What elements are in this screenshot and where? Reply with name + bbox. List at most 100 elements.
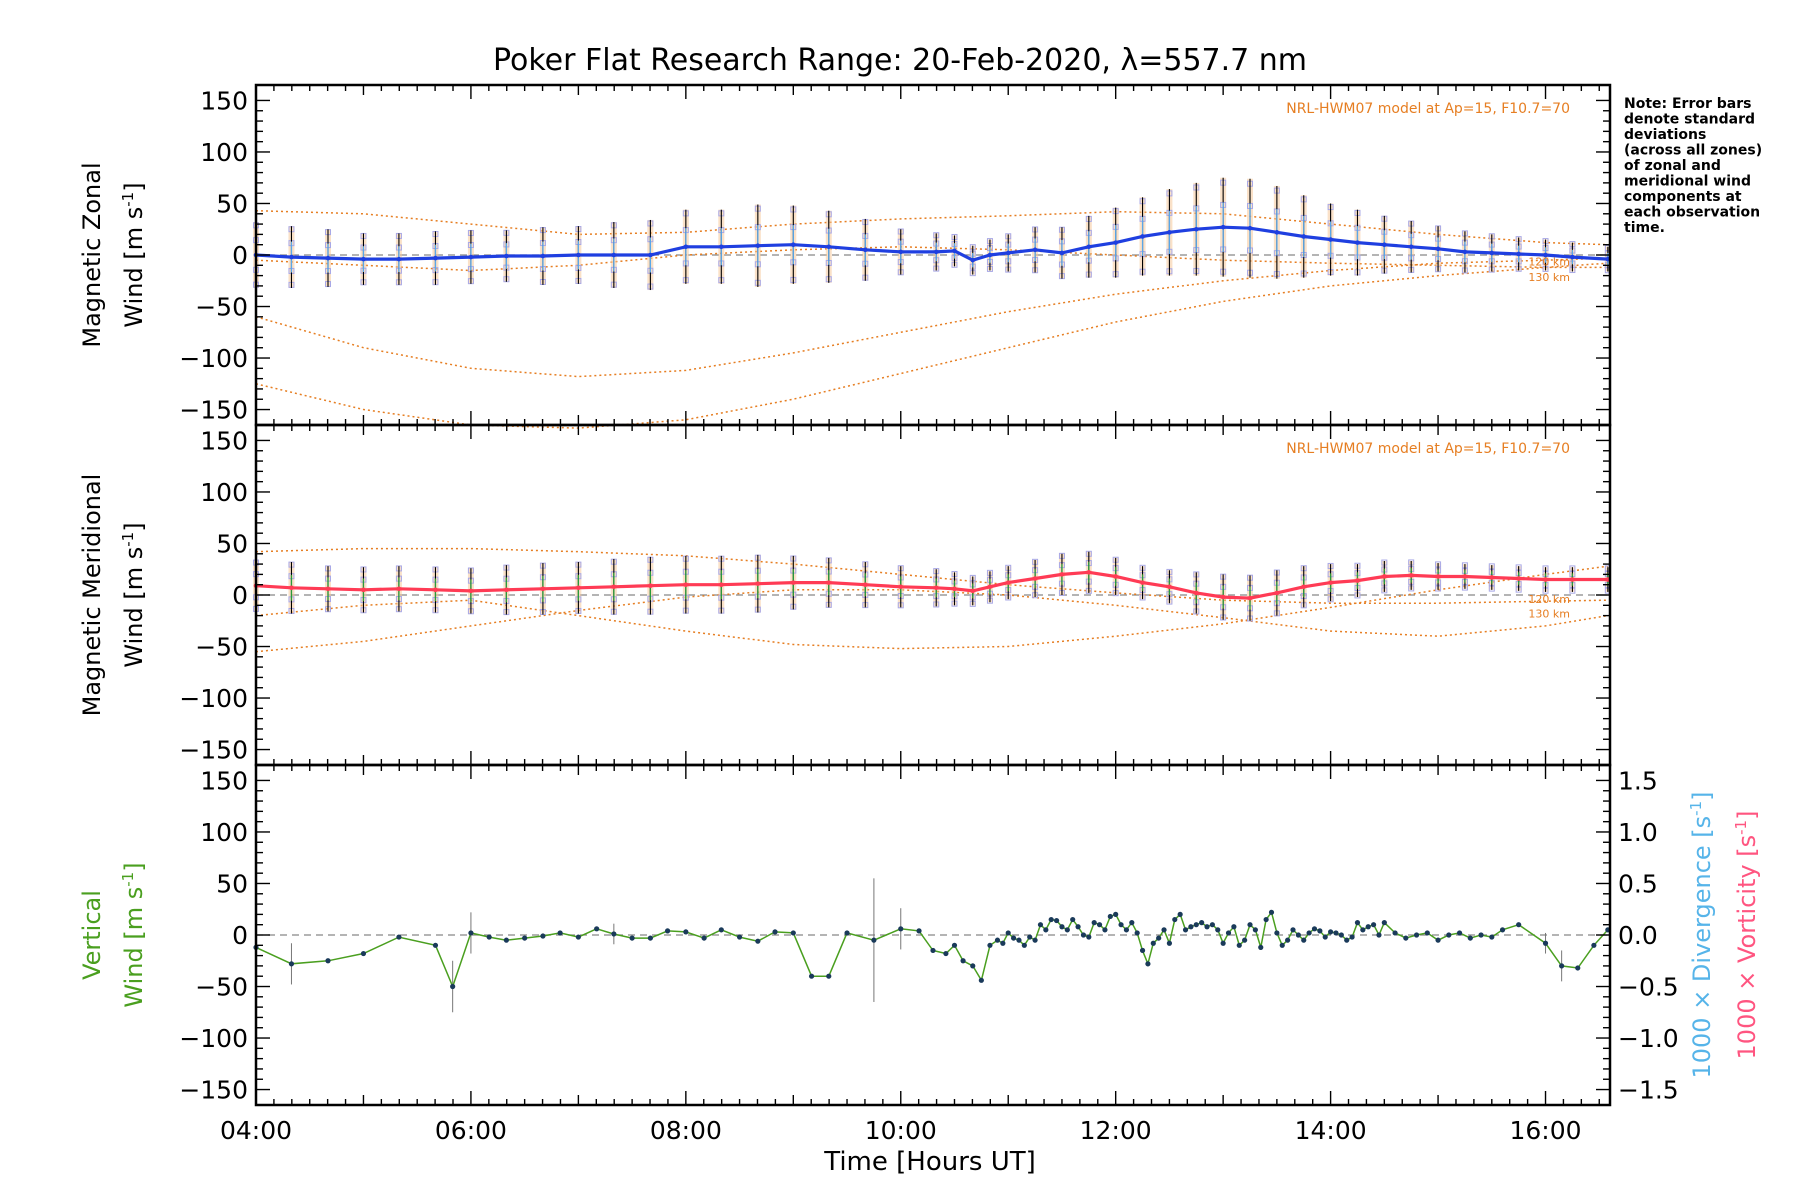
x-tick-label: 10:00 <box>865 1116 937 1145</box>
data-point <box>1113 240 1118 245</box>
data-point <box>288 961 295 967</box>
x-tick-label: 16:00 <box>1510 1116 1582 1145</box>
data-point <box>1559 963 1565 969</box>
data-point <box>1403 935 1409 941</box>
data-point <box>1021 942 1027 948</box>
alt-label-120: 120 km <box>1528 255 1570 268</box>
data-point <box>1306 930 1312 936</box>
y-tick-label: 150 <box>200 766 248 795</box>
data-point <box>468 254 474 260</box>
data-point <box>576 252 581 258</box>
zonal-panel: NRL-HWM07 model at Ap=15, F10.7=70 120 km… <box>179 83 1612 429</box>
data-point <box>1328 580 1333 585</box>
data-point <box>1489 934 1495 940</box>
data-point <box>943 950 949 957</box>
data-point <box>1070 916 1076 923</box>
data-point <box>1059 572 1065 577</box>
data-point <box>1543 577 1548 582</box>
y-tick-label: 150 <box>200 86 248 115</box>
data-point <box>1182 927 1189 933</box>
vorticity-ylabel: 1000 × Vorticity [s-1] <box>1732 811 1761 1060</box>
data-point <box>844 930 850 936</box>
y2-tick-label: −1.0 <box>1618 1024 1679 1053</box>
data-point <box>1317 928 1323 934</box>
data-point <box>1134 930 1140 936</box>
note-line: components at <box>1624 189 1742 205</box>
data-point <box>683 929 689 935</box>
data-point <box>396 586 402 592</box>
data-point <box>1177 911 1183 917</box>
data-point <box>1274 590 1280 596</box>
data-point <box>755 938 761 944</box>
data-point <box>1193 226 1199 232</box>
y2-tick-label: −1.5 <box>1618 1076 1679 1105</box>
y2-tick-label: 1.5 <box>1618 766 1658 795</box>
vorticity-ylabel-line: 1000 × Vorticity [s-1] <box>1732 811 1761 1060</box>
zonal-ylabel-text: Wind [m s <box>120 207 148 328</box>
data-point <box>1328 237 1333 242</box>
data-point <box>1188 924 1194 930</box>
data-point <box>504 253 509 259</box>
data-point <box>1301 234 1307 239</box>
data-point <box>1322 934 1328 940</box>
data-point <box>1591 942 1597 948</box>
data-point <box>1274 230 1280 235</box>
y-tick-label: 100 <box>200 478 248 507</box>
data-point <box>1193 922 1199 928</box>
data-point <box>1166 940 1173 946</box>
meridional-ylabel-close: ] <box>120 522 148 531</box>
data-point <box>664 928 671 934</box>
data-point <box>1413 932 1420 938</box>
meridional-ylabel: Magnetic Meridional Wind [m s-1] <box>78 474 148 717</box>
y2-tick-label: −0.5 <box>1618 973 1679 1002</box>
data-point <box>1064 927 1070 933</box>
data-point <box>930 947 936 954</box>
note-line: Note: Error bars <box>1624 96 1751 112</box>
data-point <box>468 930 474 936</box>
data-point <box>871 937 877 943</box>
data-point <box>1059 250 1065 256</box>
data-point <box>719 244 724 250</box>
data-point <box>1295 932 1301 938</box>
y-tick-label: −50 <box>195 633 248 662</box>
model-curve-model-low <box>255 262 1608 429</box>
note-line: deviations <box>1624 127 1706 143</box>
y-tick-label: 150 <box>200 426 248 455</box>
data-point <box>611 252 617 258</box>
data-point <box>1005 580 1011 585</box>
data-point <box>1274 930 1280 936</box>
data-point <box>1048 916 1054 923</box>
data-point <box>970 963 976 969</box>
data-point <box>1231 924 1237 930</box>
data-point <box>540 586 546 592</box>
data-point <box>1467 935 1473 941</box>
vertical-ylabel-line1: Vertical <box>78 890 106 980</box>
vertical-ylabel-exp: -1 <box>119 872 137 887</box>
data-point <box>325 255 331 261</box>
data-point <box>1435 574 1441 579</box>
data-point <box>970 588 976 594</box>
note-line: (across all zones) <box>1624 143 1762 159</box>
data-point <box>987 942 993 948</box>
data-point <box>1161 927 1167 933</box>
alt-label-120: 120 km <box>1528 593 1570 606</box>
data-point <box>1086 570 1092 575</box>
data-point <box>647 935 653 941</box>
data-point <box>1247 922 1253 928</box>
data-point <box>916 928 922 934</box>
meridional-ylabel-line1: Magnetic Meridional <box>78 474 106 717</box>
data-point <box>791 580 796 585</box>
data-point <box>1225 930 1232 936</box>
data-point <box>1086 244 1092 250</box>
data-point <box>1096 922 1103 928</box>
data-point <box>1209 922 1215 928</box>
data-point <box>960 958 966 964</box>
data-point <box>1301 584 1307 590</box>
y-tick-label: −50 <box>195 973 248 1002</box>
data-point <box>790 930 796 936</box>
data-point <box>1059 924 1065 930</box>
data-point <box>1381 920 1387 926</box>
note-line: of zonal and <box>1624 158 1721 174</box>
data-point <box>1354 920 1361 926</box>
data-point <box>736 934 743 940</box>
